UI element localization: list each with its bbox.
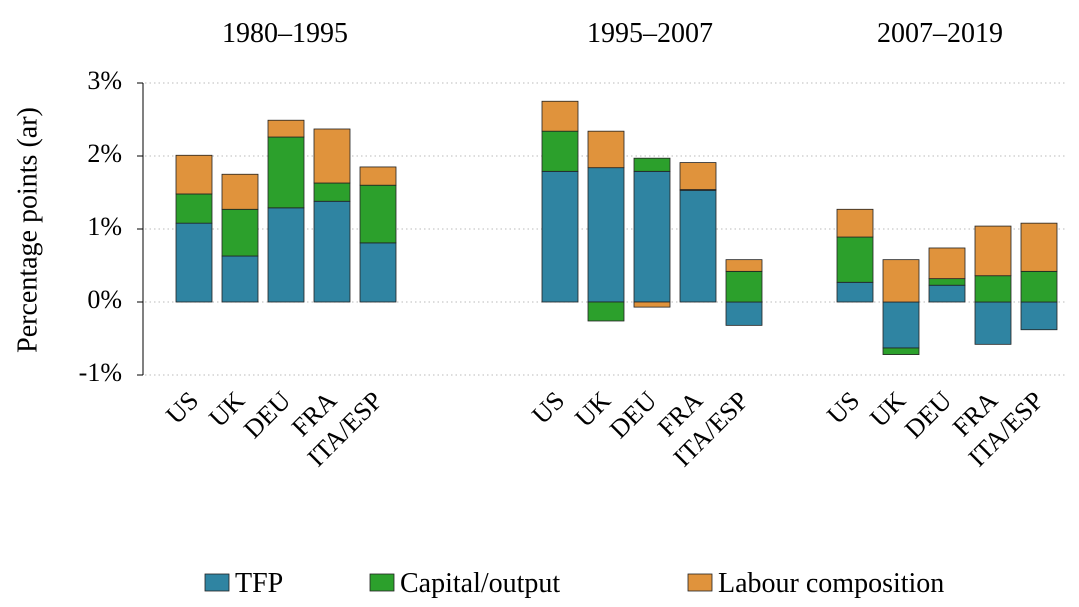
bar-segment [267, 136, 305, 209]
bar-segment [1020, 222, 1058, 272]
bar-segment [633, 157, 671, 172]
panel-title: 1995–2007 [587, 18, 713, 49]
bar-segment [175, 154, 213, 195]
bar-segment [882, 259, 920, 303]
bar-segment [974, 301, 1012, 345]
legend-label: TFP [235, 568, 283, 599]
legend-swatch [687, 573, 713, 592]
x-tick-label: DEU [604, 386, 662, 444]
bar-segment [359, 184, 397, 244]
bar-segment [267, 119, 305, 138]
bar-segment [175, 193, 213, 224]
legend-label: Labour composition [718, 568, 944, 599]
bar-segment [541, 130, 579, 172]
bar-segment [541, 100, 579, 132]
bar-segment [267, 207, 305, 303]
bar-segment [974, 225, 1012, 277]
bar-segment [221, 208, 259, 257]
bar-segment [882, 301, 920, 349]
bar-segment [587, 301, 625, 322]
legend-label: Capital/output [400, 568, 560, 599]
x-tick-label: DEU [238, 386, 296, 444]
bar-segment [928, 278, 966, 286]
bar-segment [974, 275, 1012, 303]
x-tick-label: DEU [899, 386, 957, 444]
legend-swatch [204, 573, 230, 592]
bar-segment [928, 284, 966, 303]
bar-segment [633, 170, 671, 303]
bar-segment [313, 200, 351, 303]
y-tick-label: 3% [87, 66, 122, 95]
y-tick-label: 2% [87, 139, 122, 168]
bar-segment [633, 301, 671, 308]
bar-segment [587, 130, 625, 169]
bar-segment [1020, 270, 1058, 303]
y-axis-label: Percentage points (ar) [12, 107, 43, 353]
y-tick-label: 1% [87, 212, 122, 241]
bar-segment [725, 270, 763, 303]
bar-segment [725, 259, 763, 272]
bar-segment [679, 189, 717, 303]
panel-title: 2007–2019 [877, 18, 1003, 49]
bar-segment [541, 170, 579, 303]
bar-segment [313, 182, 351, 202]
bar-segment [725, 301, 763, 326]
bar-segment [1020, 301, 1058, 331]
bar-segment [359, 242, 397, 303]
bar-segment [359, 166, 397, 186]
x-tick-label: US [160, 386, 204, 430]
bar-segment [175, 222, 213, 303]
legend-swatch [369, 573, 395, 592]
panel-title: 1980–1995 [222, 18, 348, 49]
y-tick-label: -1% [79, 358, 122, 387]
bar-segment [679, 162, 717, 190]
y-tick-label: 0% [87, 285, 122, 314]
bar-segment [221, 255, 259, 303]
x-tick-label: US [821, 386, 865, 430]
bar-segment [928, 247, 966, 280]
bar-segment [313, 128, 351, 184]
bar-segment [836, 236, 874, 283]
bar-segment [836, 281, 874, 303]
x-tick-label: US [526, 386, 570, 430]
bar-segment [587, 167, 625, 303]
bar-segment [836, 208, 874, 238]
bar-segment [221, 173, 259, 210]
bar-segment [882, 347, 920, 355]
